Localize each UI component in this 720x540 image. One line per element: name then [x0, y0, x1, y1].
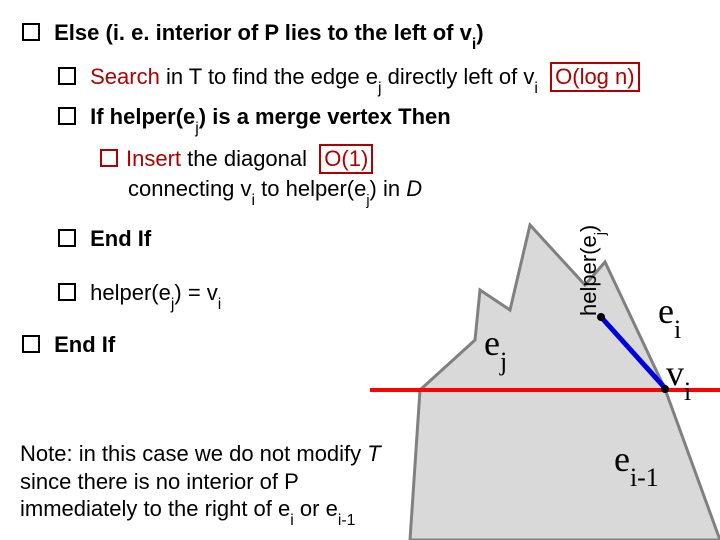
bullet-icon — [58, 67, 76, 85]
ej-sub: j — [500, 347, 507, 376]
note-c: since there is no interior of P — [20, 469, 299, 494]
vi-sub: i — [684, 377, 691, 406]
connect-d: D — [406, 176, 422, 201]
connect-c: ) in — [370, 176, 407, 201]
helper-assign-line: helper(ej) = vi — [58, 280, 221, 310]
search-line: Search in T to find the edge ej directly… — [58, 62, 640, 94]
helper-label: helper(ej) — [576, 225, 605, 316]
helper-label-a: helper(e — [576, 235, 601, 316]
connect-line: connecting vi to helper(ej) in D — [128, 176, 422, 207]
ifhelper-line: If helper(ej) is a merge vertex Then — [58, 104, 451, 134]
ha-b: ) = v — [174, 280, 217, 305]
ha-sub2: i — [218, 296, 222, 313]
note-block: Note: in this case we do not modify T si… — [20, 440, 420, 527]
connect-sub2: j — [366, 193, 369, 209]
note-b: T — [367, 441, 380, 466]
bullet-icon — [58, 283, 76, 301]
insert-b: the diagonal — [187, 146, 307, 171]
else-tail: ) — [476, 20, 483, 45]
ei1-a: e — [614, 439, 630, 479]
note-a: Note: in this case we do not modify — [20, 441, 367, 466]
ei-sub: i — [674, 315, 681, 344]
connect-a: connecting v — [128, 176, 252, 201]
ej-label: ej — [484, 322, 507, 370]
note-sub1: i — [290, 512, 294, 529]
search-sub1: j — [378, 80, 382, 97]
bullet-icon — [58, 229, 76, 247]
search-sub2: i — [534, 80, 538, 97]
vi-a: v — [666, 353, 684, 393]
bullet-icon — [22, 23, 40, 41]
bullet-icon — [58, 107, 76, 125]
helper-label-sub: j — [593, 232, 609, 235]
ifhelper-b: ) is a merge vertex — [199, 104, 398, 129]
connect-b: to helper(e — [255, 176, 366, 201]
bullet-icon — [100, 149, 118, 167]
note-e: or e — [294, 496, 338, 521]
complexity-ologn: O(log n) — [550, 62, 639, 92]
endif1-line: End If — [58, 226, 151, 252]
else-text: Else (i. e. interior of P lies to the le… — [54, 20, 472, 45]
insert-line: Insert the diagonal O(1) — [100, 144, 373, 174]
ifhelper-a: If helper(e — [90, 104, 195, 129]
ei1-label: ei-1 — [614, 438, 659, 486]
note-sub2: i-1 — [338, 512, 356, 529]
ha-sub: j — [171, 296, 175, 313]
endif1: End If — [90, 226, 151, 251]
complexity-o1: O(1) — [319, 144, 373, 174]
ei1-sub: i-1 — [630, 463, 659, 492]
connect-sub1: i — [252, 192, 256, 209]
search-c: directly left of v — [382, 64, 535, 89]
search-b: in T to find the edge e — [166, 64, 378, 89]
search-a: Search — [90, 64, 166, 89]
ifhelper-sub: j — [195, 120, 199, 137]
ej-a: e — [484, 323, 500, 363]
helper-label-tail: ) — [576, 225, 601, 232]
vi-label: vi — [666, 352, 691, 400]
else-sub: i — [472, 36, 476, 53]
endif2-line: End If — [22, 332, 115, 358]
note-d: immediately to the right of e — [20, 496, 290, 521]
ha-a: helper(e — [90, 280, 171, 305]
else-line: Else (i. e. interior of P lies to the le… — [22, 20, 484, 50]
then: Then — [398, 104, 451, 129]
edge-ei — [601, 317, 665, 388]
bullet-icon — [22, 335, 40, 353]
insert-a: Insert — [126, 146, 187, 171]
endif2: End If — [54, 332, 115, 357]
ei-a: e — [658, 291, 674, 331]
ei-label: ei — [658, 290, 681, 338]
